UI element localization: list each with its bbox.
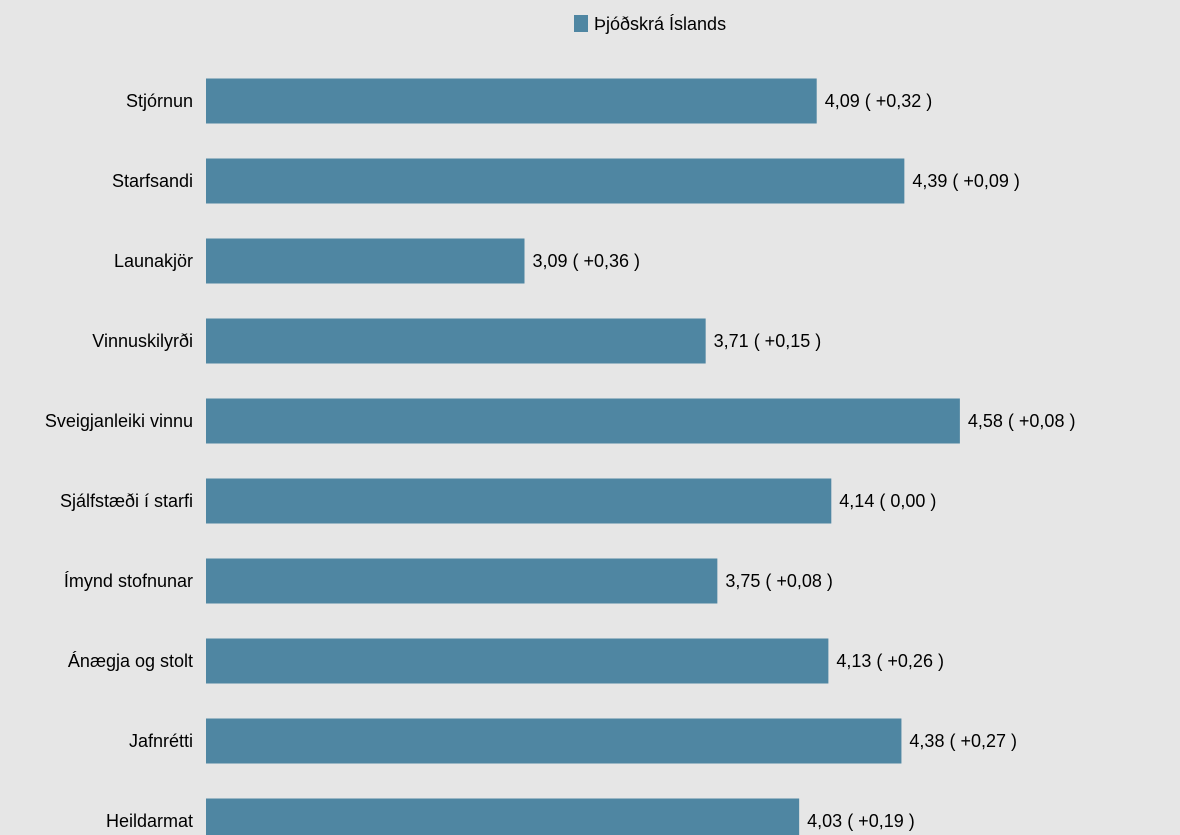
bar-row: Heildarmat 4,03 ( +0,19 ) <box>106 798 915 835</box>
bar <box>206 478 832 524</box>
bar-row: Sveigjanleiki vinnu 4,58 ( +0,08 ) <box>45 398 1076 444</box>
category-label: Ímynd stofnunar <box>64 571 193 591</box>
data-label: 3,71 ( +0,15 ) <box>714 331 822 351</box>
category-label: Jafnrétti <box>129 731 193 751</box>
bar-row: Stjórnun 4,09 ( +0,32 ) <box>126 78 933 124</box>
category-label: Sjálfstæði í starfi <box>60 491 193 511</box>
legend-label: Þjóðskrá Íslands <box>594 14 726 34</box>
data-label: 3,09 ( +0,36 ) <box>532 251 640 271</box>
bar <box>206 158 905 204</box>
category-label: Sveigjanleiki vinnu <box>45 411 193 431</box>
category-label: Ánægja og stolt <box>68 651 193 671</box>
data-label: 4,58 ( +0,08 ) <box>968 411 1076 431</box>
bar-row: Starfsandi 4,39 ( +0,09 ) <box>112 158 1020 204</box>
category-label: Launakjör <box>114 251 193 271</box>
data-label: 4,13 ( +0,26 ) <box>836 651 944 671</box>
category-label: Heildarmat <box>106 811 193 831</box>
data-label: 3,75 ( +0,08 ) <box>725 571 833 591</box>
legend: Þjóðskrá Íslands <box>574 14 726 34</box>
bar-row: Ánægja og stolt 4,13 ( +0,26 ) <box>68 638 944 684</box>
bar-row: Vinnuskilyrði 3,71 ( +0,15 ) <box>92 318 822 364</box>
bar <box>206 638 829 684</box>
bar-row: Jafnrétti 4,38 ( +0,27 ) <box>129 718 1017 764</box>
bar-row: Ímynd stofnunar 3,75 ( +0,08 ) <box>64 558 833 604</box>
bar <box>206 718 902 764</box>
legend-swatch <box>574 15 588 32</box>
category-label: Starfsandi <box>112 171 193 191</box>
bar-row: Launakjör 3,09 ( +0,36 ) <box>114 238 640 284</box>
bar <box>206 798 800 835</box>
bar <box>206 558 718 604</box>
data-label: 4,09 ( +0,32 ) <box>825 91 933 111</box>
bar <box>206 238 525 284</box>
bar <box>206 318 706 364</box>
category-label: Vinnuskilyrði <box>92 331 193 351</box>
data-label: 4,03 ( +0,19 ) <box>807 811 915 831</box>
bar <box>206 78 817 124</box>
bar-row: Sjálfstæði í starfi 4,14 ( 0,00 ) <box>60 478 936 524</box>
data-label: 4,14 ( 0,00 ) <box>839 491 936 511</box>
data-label: 4,39 ( +0,09 ) <box>912 171 1020 191</box>
data-label: 4,38 ( +0,27 ) <box>909 731 1017 751</box>
category-label: Stjórnun <box>126 91 193 111</box>
bar <box>206 398 960 444</box>
